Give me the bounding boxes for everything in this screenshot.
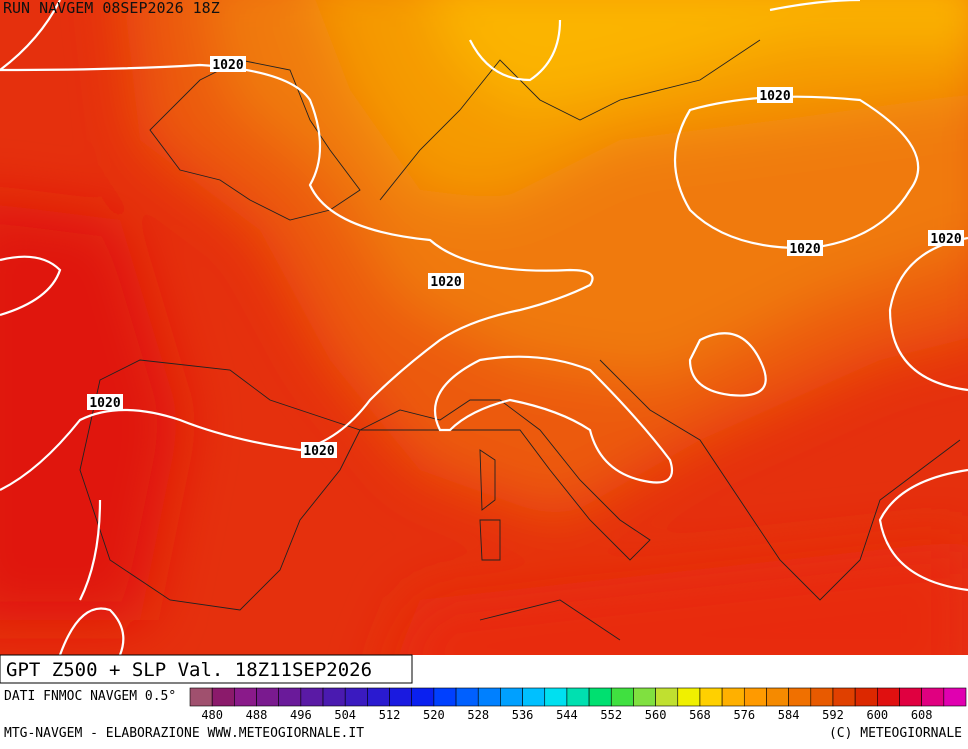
colorbar-swatch	[411, 687, 435, 707]
colorbar-swatch	[921, 687, 945, 707]
colorbar-tick-label: 608	[911, 708, 933, 722]
colorbar-swatch	[433, 687, 457, 707]
isobars	[0, 0, 968, 655]
colorbar-swatch	[877, 687, 900, 707]
map: 1020 1020 1020 1020 1020 1020 1020 RUN NAVGEM …	[0, 0, 968, 655]
colorbar-swatch	[633, 687, 656, 707]
colorbar-swatch	[699, 687, 723, 707]
isobar-label: 1020	[212, 58, 243, 73]
isobar-label: 1020	[930, 232, 961, 247]
run-label: RUN NAVGEM 08SEP2026 18Z	[3, 0, 220, 17]
colorbar-swatch	[721, 687, 745, 707]
isobar-label: 1020	[789, 242, 820, 257]
colorbar-swatch	[322, 687, 346, 707]
title-box	[0, 654, 413, 684]
colorbar-tick-label: 592	[822, 708, 844, 722]
colorbar-swatch	[943, 687, 967, 707]
isobar-label-box	[301, 442, 337, 458]
colorbar-tick-label: 520	[423, 708, 445, 722]
colorbar: 480 488 496 504 512 520 528 536 544 552 560 568 576 5…	[189, 687, 967, 722]
colorbar-swatch	[522, 687, 546, 707]
colorbar-swatch	[655, 687, 679, 707]
colorbar-swatch	[766, 687, 789, 707]
colorbar-swatch	[367, 687, 390, 707]
isobar-labels: 1020 1020 1020 1020 1020 1020 1020	[87, 56, 964, 459]
isobar-label: 1020	[303, 444, 334, 459]
isobar-label-box	[928, 230, 964, 246]
colorbar-tick-label: 480	[201, 708, 223, 722]
isobar-label-box	[787, 240, 823, 256]
colorbar-swatch	[278, 687, 302, 707]
colorbar-tick-label: 600	[866, 708, 888, 722]
colorbar-tick-label: 528	[467, 708, 489, 722]
colorbar-swatch	[300, 687, 324, 707]
colorbar-tick-label: 552	[600, 708, 622, 722]
isobar-label-box	[210, 56, 246, 72]
colorbar-swatch	[256, 687, 279, 707]
footer-left: MTG-NAVGEM - ELABORAZIONE WWW.METEOGIORN…	[4, 726, 364, 741]
colorbar-swatch	[544, 687, 568, 707]
colorbar-swatch	[189, 687, 213, 707]
colorbar-tick-label: 544	[556, 708, 578, 722]
source-label: DATI FNMOC NAVGEM 0.5°	[4, 689, 176, 704]
colorbar-swatch	[899, 687, 922, 707]
colorbar-swatch	[566, 687, 590, 707]
colorbar-tick-label: 488	[246, 708, 268, 722]
colorbar-swatch	[500, 687, 523, 707]
colorbar-swatch	[588, 687, 612, 707]
colorbar-swatch	[455, 687, 479, 707]
colorbar-swatch	[477, 687, 501, 707]
isobar-label-box	[428, 273, 464, 289]
colorbar-tick-label: 568	[689, 708, 711, 722]
colorbar-swatch	[832, 687, 856, 707]
colorbar-tick-label: 576	[733, 708, 755, 722]
isobar-label: 1020	[89, 396, 120, 411]
colorbar-swatch	[344, 687, 368, 707]
colorbar-swatch	[743, 687, 767, 707]
colorbar-swatch	[234, 687, 257, 707]
colorbar-swatch	[211, 687, 235, 707]
footer-right: (C) METEOGIORNALE	[829, 726, 962, 741]
colorbar-swatch	[810, 687, 834, 707]
colorbar-tick-label: 536	[512, 708, 534, 722]
colorbar-tick-label: 504	[334, 708, 356, 722]
colorbar-swatch	[788, 687, 812, 707]
colorbar-swatch	[610, 687, 634, 707]
map-title: GPT Z500 + SLP Val. 18Z11SEP2026	[6, 659, 372, 681]
colorbar-swatch	[854, 687, 878, 707]
colorbar-tick-label: 560	[645, 708, 667, 722]
colorbar-swatch	[389, 687, 413, 707]
colorbar-tick-label: 584	[778, 708, 800, 722]
isobar-label-box	[87, 394, 123, 410]
colorbar-tick-label: 512	[379, 708, 401, 722]
colorbar-swatch	[677, 687, 701, 707]
isobar-label-box	[757, 87, 793, 103]
colorbar-tick-label: 496	[290, 708, 312, 722]
isobar-label: 1020	[759, 89, 790, 104]
isobar-label: 1020	[430, 275, 461, 290]
